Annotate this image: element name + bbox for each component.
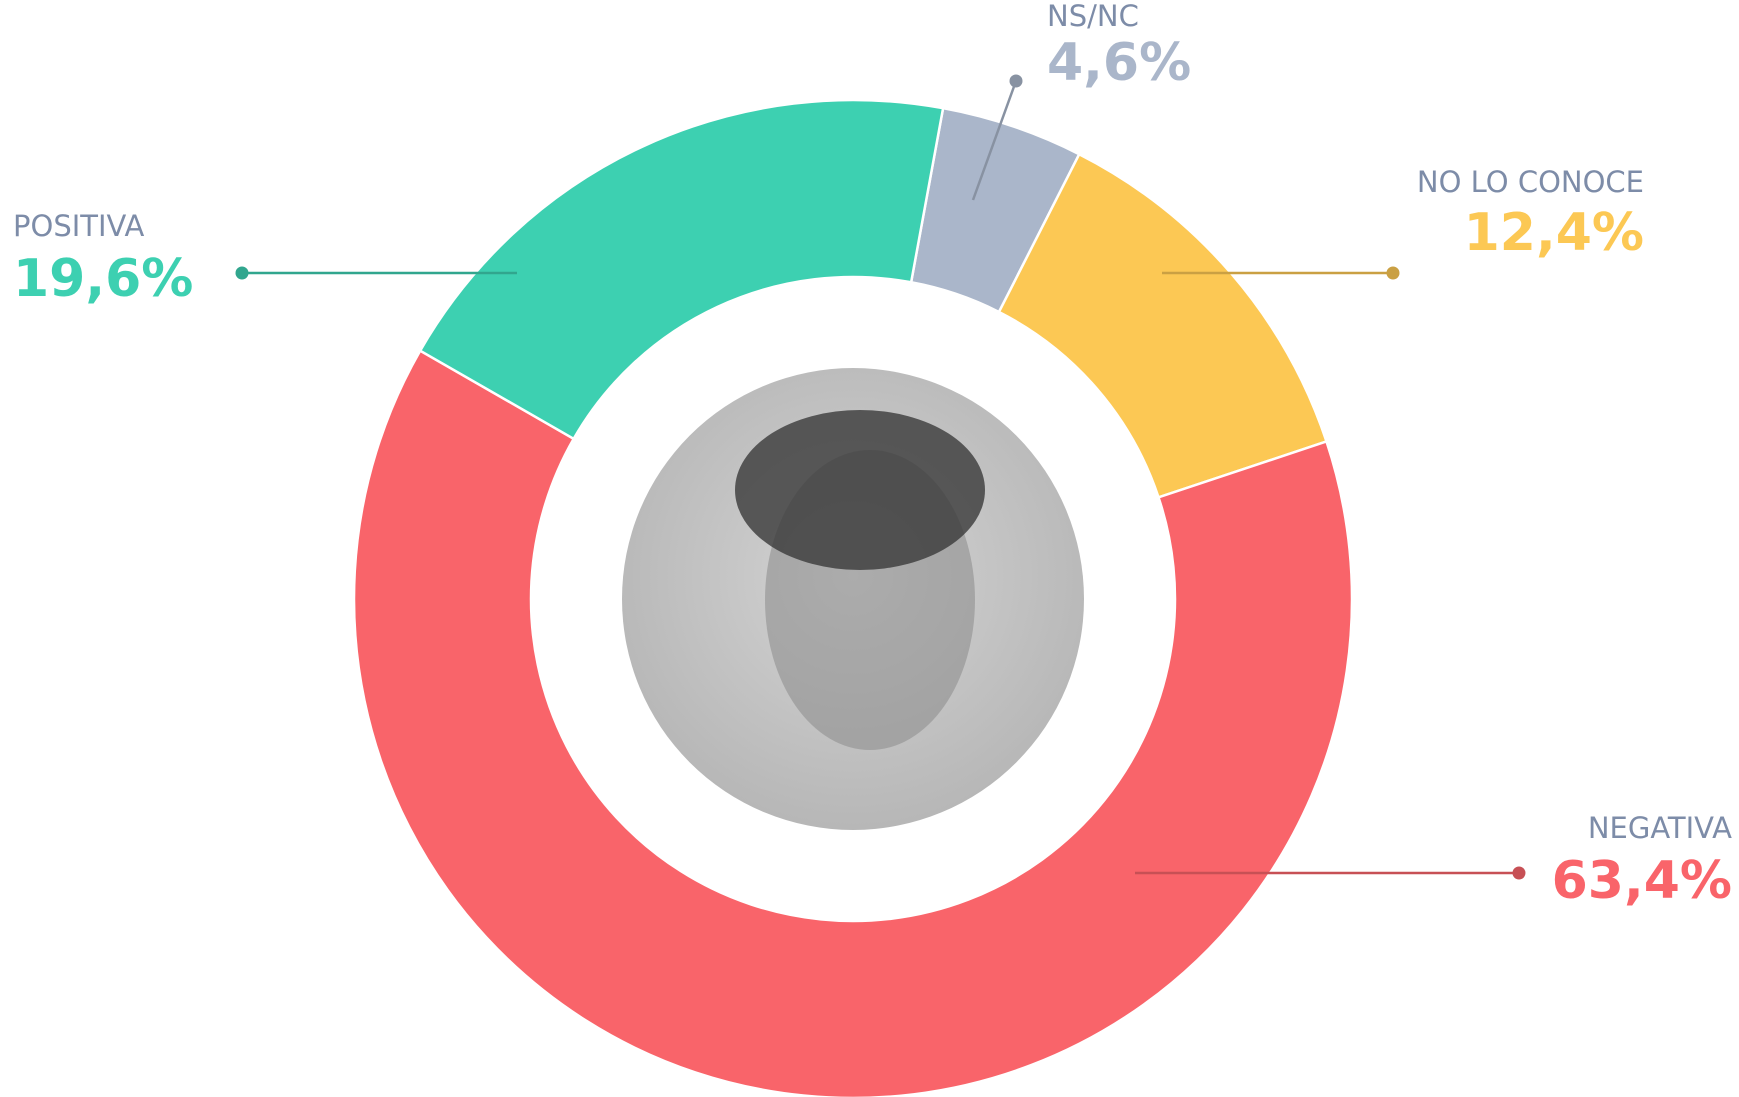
leader-dot bbox=[1512, 866, 1526, 880]
value-label: 19,6% bbox=[13, 249, 193, 309]
value-label: 63,4% bbox=[1552, 851, 1732, 911]
leader-line bbox=[971, 80, 1018, 201]
slice bbox=[352, 349, 1354, 1097]
slice-label: POSITIVA bbox=[13, 209, 145, 243]
leader-dot bbox=[1009, 74, 1023, 88]
leader-dot bbox=[235, 266, 249, 280]
leader-dot bbox=[1386, 266, 1400, 280]
slice-label: NEGATIVA bbox=[1588, 811, 1732, 845]
photo bbox=[622, 368, 1084, 830]
slice-label: NO LO CONOCE bbox=[1417, 165, 1644, 199]
value-label: 12,4% bbox=[1464, 203, 1644, 263]
slice-label: NS/NC bbox=[1047, 0, 1139, 33]
value-label: 4,6% bbox=[1047, 33, 1191, 93]
slice bbox=[418, 98, 945, 441]
